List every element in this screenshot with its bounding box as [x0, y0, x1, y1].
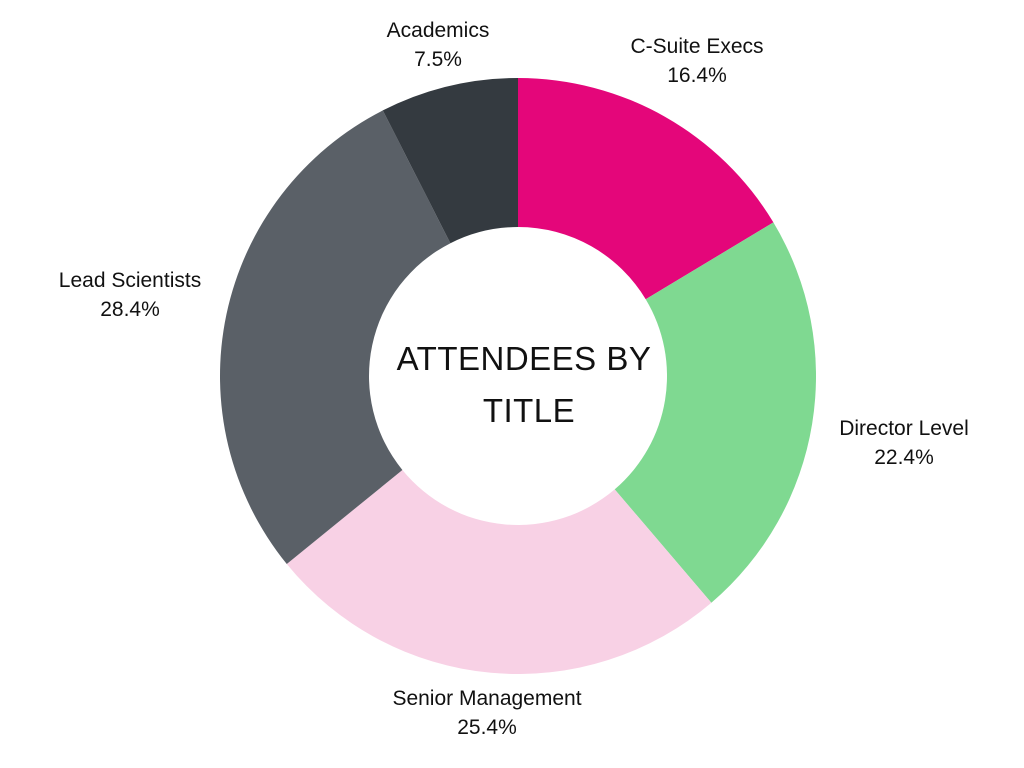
donut-slices — [220, 78, 816, 674]
slice-value-label: 25.4% — [457, 716, 517, 739]
slice-c-suite-execs — [518, 78, 774, 300]
center-title: ATTENDEES BY TITLE — [397, 340, 652, 429]
slice-value-label: 16.4% — [667, 64, 727, 87]
slice-label: Senior Management — [392, 687, 581, 710]
slice-labels: C-Suite Execs 16.4% Director Level 22.4% Sen… — [59, 19, 969, 739]
slice-label: Lead Scientists — [59, 269, 201, 292]
slice-lead-scientists — [220, 110, 451, 564]
slice-value-label: 22.4% — [874, 446, 934, 469]
slice-label: Academics — [387, 19, 490, 42]
center-title-line-2: TITLE — [483, 392, 575, 429]
slice-director-level — [614, 222, 816, 603]
slice-value-label: 7.5% — [414, 48, 462, 71]
slice-value-label: 28.4% — [100, 298, 160, 321]
slice-label: Director Level — [839, 417, 969, 440]
slice-label: C-Suite Execs — [630, 35, 763, 58]
slice-academics — [382, 78, 518, 244]
slice-senior-management — [286, 469, 712, 674]
center-title-line-1: ATTENDEES BY — [397, 340, 652, 377]
